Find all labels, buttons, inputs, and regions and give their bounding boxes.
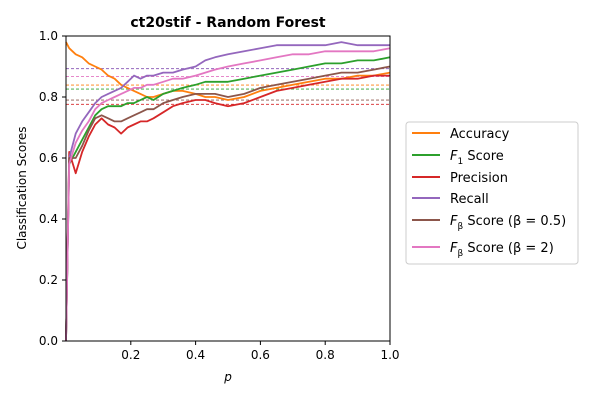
legend: Accuracy F1 Score Precision Recall Fβ Score … [405,121,579,265]
series-line-4 [65,65,391,342]
x-axis-label: p [223,370,232,384]
series-line-2 [65,74,390,342]
y-axis-label: Classification Scores [15,126,29,249]
x-tick-label: 1.0 [380,348,399,362]
series-line-1 [65,56,391,342]
axes-frame [65,35,391,342]
y-tick-label: 0.8 [39,90,58,104]
y-tick-label: 0.2 [39,273,58,287]
legend-label-5: Fβ Score (β = 2) [450,241,554,259]
series-line-5 [65,47,391,342]
chart-title: ct20stif - Random Forest [130,15,326,31]
y-tick-label: 0.6 [39,151,58,165]
y-tick-label: 0.4 [39,212,58,226]
legend-label-4: Fβ Score (β = 0.5) [450,214,566,232]
x-tick-label: 0.4 [186,348,205,362]
legend-label-0: Accuracy [450,127,510,142]
x-tick-label: 0.2 [121,348,140,362]
legend-label-3: Recall [450,192,489,207]
y-tick-label: 0.0 [39,334,58,348]
plot-area: 0.2 0.4 0.6 0.8 1.0 0.0 0.2 0.4 0.6 0.8 1.0 [39,29,400,362]
x-tick-label: 0.8 [316,348,335,362]
legend-label-2: Precision [450,171,508,186]
y-tick-label: 1.0 [39,29,58,43]
series-line-3 [65,41,390,342]
x-tick-label: 0.6 [251,348,270,362]
legend-box [405,121,579,265]
legend-label-1: F1 Score [450,149,504,167]
